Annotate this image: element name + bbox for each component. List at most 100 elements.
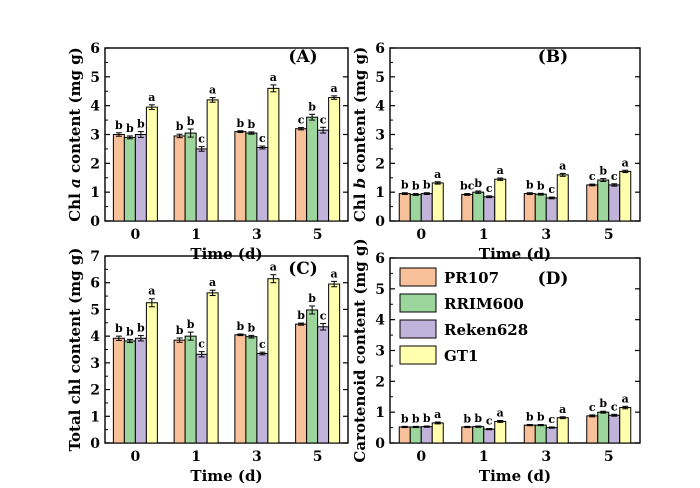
significance-letter: c — [320, 310, 327, 323]
bar-rrim600 — [597, 411, 610, 444]
significance-letter: b — [537, 179, 545, 192]
significance-letter: b — [237, 117, 245, 130]
legend: PR107 RRIM600 Reken628 GT1 — [399, 267, 528, 365]
y-axis-label-italic: a — [66, 178, 84, 188]
bar-rrim600 — [306, 116, 319, 222]
y-axis-label-part: Carotenoid content (mg g) — [351, 238, 369, 462]
y-tick-label: 6 — [375, 41, 385, 57]
x-tick-label: 1 — [479, 449, 489, 465]
legend-swatch-rrim600 — [399, 293, 437, 313]
significance-letter: c — [486, 415, 493, 428]
bar-reken628 — [317, 326, 330, 444]
significance-letter: a — [209, 84, 216, 97]
significance-letter: c — [611, 170, 618, 183]
bar-rrim600 — [472, 191, 485, 222]
bar-reken628 — [256, 146, 269, 222]
legend-label: RRIM600 — [444, 295, 524, 313]
significance-letter: a — [497, 164, 504, 177]
x-tick-label: 5 — [313, 227, 323, 243]
significance-letter: a — [434, 408, 441, 421]
legend-swatch-gt1 — [399, 345, 437, 365]
bar-rrim600 — [534, 424, 547, 444]
x-tick-label: 0 — [131, 227, 141, 243]
x-tick-label: 0 — [416, 227, 426, 243]
significance-letter: a — [622, 392, 629, 405]
significance-letter: a — [148, 285, 155, 298]
y-tick-label: 5 — [90, 302, 100, 318]
y-axis-label-part: Chl — [351, 188, 369, 222]
significance-letter: b — [463, 412, 471, 425]
bar-pr107 — [112, 134, 125, 222]
bar-pr107 — [234, 334, 247, 444]
y-tick-label: 6 — [90, 276, 100, 292]
y-tick-label: 1 — [375, 405, 385, 421]
x-axis-label: Time (d) — [479, 245, 551, 263]
bar-reken628 — [134, 134, 147, 222]
bar-rrim600 — [409, 193, 422, 222]
bar-rrim600 — [123, 136, 136, 222]
significance-letter: b — [423, 179, 431, 192]
significance-letter: c — [589, 170, 596, 183]
significance-letter: c — [298, 114, 305, 127]
x-tick-label: 5 — [313, 449, 323, 465]
bar-pr107 — [173, 135, 186, 222]
significance-letter: a — [148, 91, 155, 104]
bar-reken628 — [195, 148, 208, 222]
bar-gt1 — [431, 422, 444, 444]
significance-letter: b — [137, 322, 145, 335]
y-tick-label: 4 — [90, 329, 100, 345]
y-tick-label: 6 — [375, 251, 385, 267]
significance-letter: b — [248, 118, 256, 131]
x-axis-label: Time (d) — [479, 467, 551, 485]
y-tick-label: 0 — [90, 214, 100, 230]
significance-letter: b — [248, 321, 256, 334]
bar-pr107 — [398, 426, 411, 444]
bar-gt1 — [267, 87, 280, 222]
significance-letter: c — [611, 400, 618, 413]
panel-tag: (B) — [538, 47, 568, 67]
significance-letter: b — [599, 165, 607, 178]
y-tick-label: 3 — [375, 344, 385, 360]
x-tick-label: 1 — [191, 449, 201, 465]
significance-letter: a — [497, 406, 504, 419]
significance-letter: c — [259, 338, 266, 351]
x-tick-label: 3 — [541, 449, 551, 465]
significance-letter: b — [115, 119, 123, 132]
x-tick-label: 1 — [191, 227, 201, 243]
significance-letter: b — [137, 118, 145, 131]
bar-reken628 — [608, 184, 621, 222]
legend-label: GT1 — [444, 347, 478, 365]
significance-letter: b — [126, 122, 134, 135]
significance-letter: b — [526, 179, 534, 192]
significance-letter: b — [187, 318, 195, 331]
significance-letter: b — [115, 322, 123, 335]
y-tick-label: 0 — [375, 214, 385, 230]
bar-pr107 — [523, 193, 536, 222]
significance-letter: a — [270, 261, 277, 274]
legend-swatch-reken628 — [399, 319, 437, 339]
y-tick-label: 4 — [90, 99, 100, 115]
bar-gt1 — [556, 174, 569, 222]
bar-gt1 — [494, 420, 507, 444]
bar-gt1 — [619, 170, 632, 222]
y-tick-label: 5 — [90, 70, 100, 86]
y-tick-label: 2 — [375, 374, 385, 390]
y-tick-label: 1 — [90, 185, 100, 201]
significance-letter: b — [474, 177, 482, 190]
bar-rrim600 — [534, 193, 547, 222]
bar-gt1 — [328, 283, 341, 444]
significance-letter: bc — [460, 180, 475, 193]
bar-rrim600 — [184, 335, 197, 444]
bar-reken628 — [420, 426, 433, 444]
bar-reken628 — [420, 193, 433, 222]
significance-letter: c — [548, 413, 555, 426]
significance-letter: c — [198, 338, 205, 351]
bar-reken628 — [483, 196, 496, 222]
bar-pr107 — [586, 184, 599, 222]
significance-letter: a — [559, 403, 566, 416]
y-axis-label-part: content (mg g) — [351, 47, 369, 178]
x-axis-label: Time (d) — [190, 467, 262, 485]
significance-letter: a — [622, 156, 629, 169]
